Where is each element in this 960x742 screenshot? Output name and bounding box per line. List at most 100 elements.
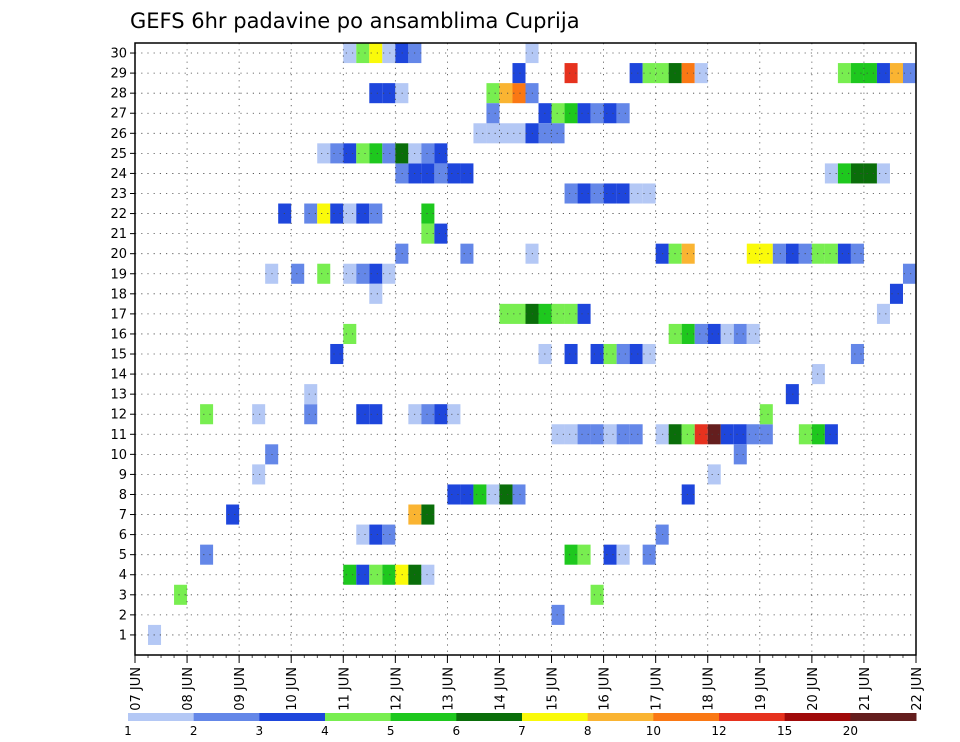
- y-tick-label: 5: [119, 548, 127, 563]
- colorbar-label: 1: [124, 724, 132, 738]
- heatmap-cell: [759, 243, 773, 264]
- colorbar-label: 2: [190, 724, 198, 738]
- heatmap-cell: [577, 424, 591, 445]
- heatmap-cell: [707, 424, 721, 445]
- x-tick-label: 22 JUN: [910, 667, 925, 711]
- y-tick-label: 4: [119, 568, 127, 583]
- heatmap-cell: [382, 143, 396, 164]
- colorbar-label: 15: [777, 724, 792, 738]
- y-tick-label: 7: [119, 508, 127, 523]
- heatmap-cell: [382, 263, 396, 284]
- heatmap-cell: [330, 203, 344, 224]
- heatmap-cell: [291, 263, 305, 284]
- heatmap-cell: [811, 424, 825, 445]
- y-tick-label: 21: [110, 227, 127, 242]
- heatmap-cell: [486, 484, 500, 505]
- heatmap-cell: [694, 424, 708, 445]
- x-tick-label: 14 JUN: [493, 667, 508, 711]
- heatmap-cell: [603, 343, 617, 365]
- heatmap-cell: [252, 464, 266, 485]
- x-tick-label: 12 JUN: [389, 667, 404, 711]
- heatmap-cell: [590, 103, 604, 124]
- heatmap-cell: [863, 63, 877, 84]
- y-tick-label: 13: [110, 388, 127, 403]
- heatmap-cell: [473, 484, 487, 505]
- y-tick-label: 15: [110, 348, 127, 363]
- heatmap-cell: [889, 283, 903, 304]
- colorbar-label: 4: [321, 724, 329, 738]
- heatmap-cell: [889, 63, 903, 84]
- heatmap-cell: [564, 183, 578, 204]
- colorbar-swatch: [456, 713, 523, 721]
- heatmap-cell: [694, 63, 708, 84]
- heatmap-cell: [616, 343, 630, 365]
- heatmap-cell: [759, 404, 773, 425]
- y-tick-label: 27: [110, 107, 127, 122]
- heatmap-cell: [369, 203, 383, 224]
- colorbar-label: 10: [646, 724, 661, 738]
- x-tick-label: 19 JUN: [754, 667, 769, 711]
- heatmap-cell: [317, 203, 331, 224]
- y-tick-label: 2: [119, 608, 127, 623]
- colorbar-swatch: [719, 713, 786, 721]
- heatmap-cell: [343, 143, 357, 164]
- y-axis: 1234567891011121314151617181920212223242…: [110, 47, 135, 643]
- heatmap-cell: [733, 323, 747, 344]
- heatmap-cell: [356, 43, 370, 64]
- heatmap-cell: [369, 83, 383, 104]
- x-tick-label: 17 JUN: [650, 667, 665, 711]
- heatmap-cell: [343, 564, 357, 585]
- heatmap-cell: [369, 283, 383, 304]
- heatmap-cell: [447, 163, 461, 184]
- heatmap-cells: [148, 43, 916, 645]
- colorbar-swatch: [522, 713, 589, 721]
- heatmap-cell: [512, 123, 526, 144]
- heatmap-cell: [421, 404, 435, 425]
- heatmap-cell: [824, 243, 838, 264]
- heatmap-cell: [876, 63, 890, 84]
- y-tick-label: 3: [119, 588, 127, 603]
- heatmap-cell: [733, 444, 747, 465]
- heatmap-cell: [382, 83, 396, 104]
- heatmap-cell: [876, 303, 890, 324]
- heatmap-cell: [629, 183, 643, 204]
- heatmap-cell: [356, 564, 370, 585]
- heatmap-cell: [421, 564, 435, 585]
- heatmap-cell: [590, 183, 604, 204]
- heatmap-cell: [681, 323, 695, 344]
- y-tick-label: 19: [110, 267, 127, 282]
- heatmap-cell: [850, 163, 864, 184]
- heatmap-cell: [850, 343, 864, 365]
- colorbar-label: 7: [518, 724, 526, 738]
- heatmap-cell: [252, 404, 266, 425]
- heatmap-cell: [512, 484, 526, 505]
- heatmap-cell: [616, 424, 630, 445]
- heatmap-cell: [707, 464, 721, 485]
- heatmap-cell: [499, 303, 513, 324]
- heatmap-cell: [486, 103, 500, 124]
- heatmap-cell: [902, 263, 916, 284]
- y-tick-label: 24: [110, 167, 127, 182]
- y-tick-label: 10: [110, 448, 127, 463]
- heatmap-cell: [317, 143, 331, 164]
- heatmap-cell: [473, 123, 487, 144]
- heatmap-cell: [681, 424, 695, 445]
- heatmap-cell: [564, 303, 578, 324]
- heatmap-cell: [707, 323, 721, 344]
- heatmap-cell: [551, 604, 565, 625]
- colorbar-swatch: [653, 713, 720, 721]
- heatmap-cell: [759, 424, 773, 445]
- y-tick-label: 22: [110, 207, 127, 222]
- heatmap-cell: [330, 343, 344, 365]
- heatmap-cell: [421, 143, 435, 164]
- colorbar-swatch: [325, 713, 392, 721]
- heatmap-cell: [837, 63, 851, 84]
- y-tick-label: 25: [110, 147, 127, 162]
- heatmap-cell: [343, 203, 357, 224]
- heatmap-cell: [421, 163, 435, 184]
- heatmap-cell: [369, 404, 383, 425]
- colorbar-swatch: [259, 713, 326, 721]
- x-tick-label: 16 JUN: [598, 667, 613, 711]
- x-tick-label: 10 JUN: [285, 667, 300, 711]
